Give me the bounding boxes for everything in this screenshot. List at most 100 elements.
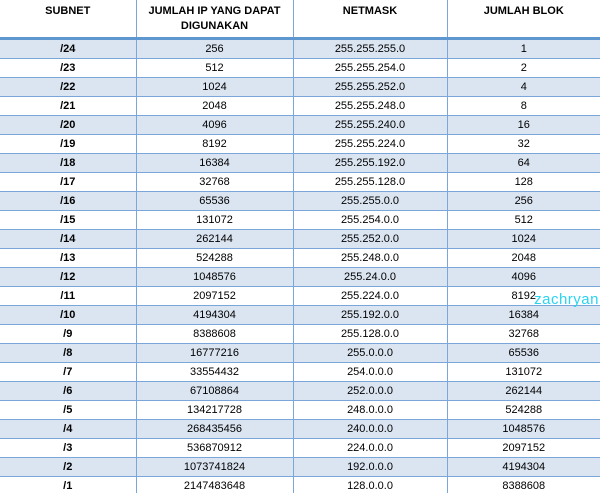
cell-usable-ips: 262144 bbox=[135, 229, 293, 249]
column-header-netmask: NETMASK bbox=[292, 0, 447, 40]
cell-netmask: 255.0.0.0 bbox=[292, 343, 447, 363]
cell-netmask: 128.0.0.0 bbox=[292, 476, 447, 493]
cell-subnet: /5 bbox=[0, 400, 136, 420]
cell-usable-ips: 2147483648 bbox=[135, 476, 293, 493]
cell-subnet: /6 bbox=[0, 381, 136, 401]
cell-subnet: /8 bbox=[0, 343, 136, 363]
cell-netmask: 254.0.0.0 bbox=[292, 362, 447, 382]
cell-blocks: 1024 bbox=[446, 229, 600, 249]
cell-blocks: 64 bbox=[446, 153, 600, 173]
cell-netmask: 252.0.0.0 bbox=[292, 381, 447, 401]
cell-usable-ips: 1048576 bbox=[135, 267, 293, 287]
cell-subnet: /2 bbox=[0, 457, 136, 477]
table-row: /10 4194304 255.192.0.0 16384 bbox=[0, 305, 600, 325]
cell-blocks: 2097152 bbox=[446, 438, 600, 458]
cell-usable-ips: 1024 bbox=[135, 77, 293, 97]
cell-subnet: /24 bbox=[0, 38, 136, 59]
table-body: /24 256 255.255.255.0 1/23 512 255.255.254.0 2… bbox=[0, 38, 600, 493]
cell-blocks: 4096 bbox=[446, 267, 600, 287]
table-row: /8 16777216 255.0.0.0 65536 bbox=[0, 343, 600, 363]
cell-subnet: /4 bbox=[0, 419, 136, 439]
cell-usable-ips: 4096 bbox=[135, 115, 293, 135]
cell-blocks: 8192 bbox=[446, 286, 600, 306]
table-header-row: SUBNET JUMLAH IP YANG DAPAT DIGUNAKAN NE… bbox=[0, 0, 600, 40]
table-row: /12 1048576 255.24.0.0 4096 bbox=[0, 267, 600, 287]
cell-blocks: 512 bbox=[446, 210, 600, 230]
cell-usable-ips: 16384 bbox=[135, 153, 293, 173]
cell-subnet: /20 bbox=[0, 115, 136, 135]
cell-netmask: 255.252.0.0 bbox=[292, 229, 447, 249]
table-row: /16 65536 255.255.0.0 256 bbox=[0, 191, 600, 211]
cell-usable-ips: 131072 bbox=[135, 210, 293, 230]
cell-netmask: 240.0.0.0 bbox=[292, 419, 447, 439]
column-header-blocks: JUMLAH BLOK bbox=[446, 0, 600, 40]
cell-blocks: 262144 bbox=[446, 381, 600, 401]
cell-netmask: 255.128.0.0 bbox=[292, 324, 447, 344]
cell-subnet: /7 bbox=[0, 362, 136, 382]
cell-subnet: /13 bbox=[0, 248, 136, 268]
cell-usable-ips: 2048 bbox=[135, 96, 293, 116]
cell-netmask: 255.255.248.0 bbox=[292, 96, 447, 116]
cell-subnet: /18 bbox=[0, 153, 136, 173]
cell-usable-ips: 134217728 bbox=[135, 400, 293, 420]
cell-subnet: /23 bbox=[0, 58, 136, 78]
cell-subnet: /9 bbox=[0, 324, 136, 344]
cell-netmask: 192.0.0.0 bbox=[292, 457, 447, 477]
table-row: /7 33554432 254.0.0.0 131072 bbox=[0, 362, 600, 382]
cell-blocks: 524288 bbox=[446, 400, 600, 420]
cell-usable-ips: 67108864 bbox=[135, 381, 293, 401]
table-row: /24 256 255.255.255.0 1 bbox=[0, 38, 600, 59]
cell-netmask: 255.24.0.0 bbox=[292, 267, 447, 287]
table-row: /19 8192 255.255.224.0 32 bbox=[0, 134, 600, 154]
column-header-subnet: SUBNET bbox=[0, 0, 136, 40]
cell-netmask: 255.248.0.0 bbox=[292, 248, 447, 268]
cell-subnet: /11 bbox=[0, 286, 136, 306]
cell-subnet: /10 bbox=[0, 305, 136, 325]
table-row: /21 2048 255.255.248.0 8 bbox=[0, 96, 600, 116]
cell-usable-ips: 8388608 bbox=[135, 324, 293, 344]
cell-usable-ips: 524288 bbox=[135, 248, 293, 268]
cell-netmask: 255.255.254.0 bbox=[292, 58, 447, 78]
cell-subnet: /12 bbox=[0, 267, 136, 287]
table-row: /15 131072 255.254.0.0 512 bbox=[0, 210, 600, 230]
cell-usable-ips: 65536 bbox=[135, 191, 293, 211]
cell-subnet: /15 bbox=[0, 210, 136, 230]
table-row: /20 4096 255.255.240.0 16 bbox=[0, 115, 600, 135]
cell-blocks: 8 bbox=[446, 96, 600, 116]
cell-usable-ips: 2097152 bbox=[135, 286, 293, 306]
cell-usable-ips: 32768 bbox=[135, 172, 293, 192]
cell-usable-ips: 16777216 bbox=[135, 343, 293, 363]
cell-usable-ips: 268435456 bbox=[135, 419, 293, 439]
table-row: /1 2147483648 128.0.0.0 8388608 bbox=[0, 476, 600, 493]
table-row: /6 67108864 252.0.0.0 262144 bbox=[0, 381, 600, 401]
table-row: /4 268435456 240.0.0.0 1048576 bbox=[0, 419, 600, 439]
cell-blocks: 4 bbox=[446, 77, 600, 97]
table-header: SUBNET JUMLAH IP YANG DAPAT DIGUNAKAN NE… bbox=[0, 0, 600, 40]
table-row: /3 536870912 224.0.0.0 2097152 bbox=[0, 438, 600, 458]
cell-blocks: 32768 bbox=[446, 324, 600, 344]
table-row: /22 1024 255.255.252.0 4 bbox=[0, 77, 600, 97]
table-row: /13 524288 255.248.0.0 2048 bbox=[0, 248, 600, 268]
cell-netmask: 255.224.0.0 bbox=[292, 286, 447, 306]
cell-blocks: 16384 bbox=[446, 305, 600, 325]
table-row: /23 512 255.255.254.0 2 bbox=[0, 58, 600, 78]
cell-netmask: 255.255.240.0 bbox=[292, 115, 447, 135]
cell-blocks: 128 bbox=[446, 172, 600, 192]
cell-blocks: 8388608 bbox=[446, 476, 600, 493]
cell-subnet: /22 bbox=[0, 77, 136, 97]
cell-blocks: 256 bbox=[446, 191, 600, 211]
cell-usable-ips: 1073741824 bbox=[135, 457, 293, 477]
cell-netmask: 255.255.128.0 bbox=[292, 172, 447, 192]
cell-usable-ips: 4194304 bbox=[135, 305, 293, 325]
cell-subnet: /21 bbox=[0, 96, 136, 116]
cell-netmask: 255.255.0.0 bbox=[292, 191, 447, 211]
cell-subnet: /17 bbox=[0, 172, 136, 192]
table-row: /14 262144 255.252.0.0 1024 bbox=[0, 229, 600, 249]
cell-blocks: 2 bbox=[446, 58, 600, 78]
cell-usable-ips: 33554432 bbox=[135, 362, 293, 382]
table-row: /2 1073741824 192.0.0.0 4194304 bbox=[0, 457, 600, 477]
cell-usable-ips: 256 bbox=[135, 38, 293, 59]
cell-subnet: /16 bbox=[0, 191, 136, 211]
